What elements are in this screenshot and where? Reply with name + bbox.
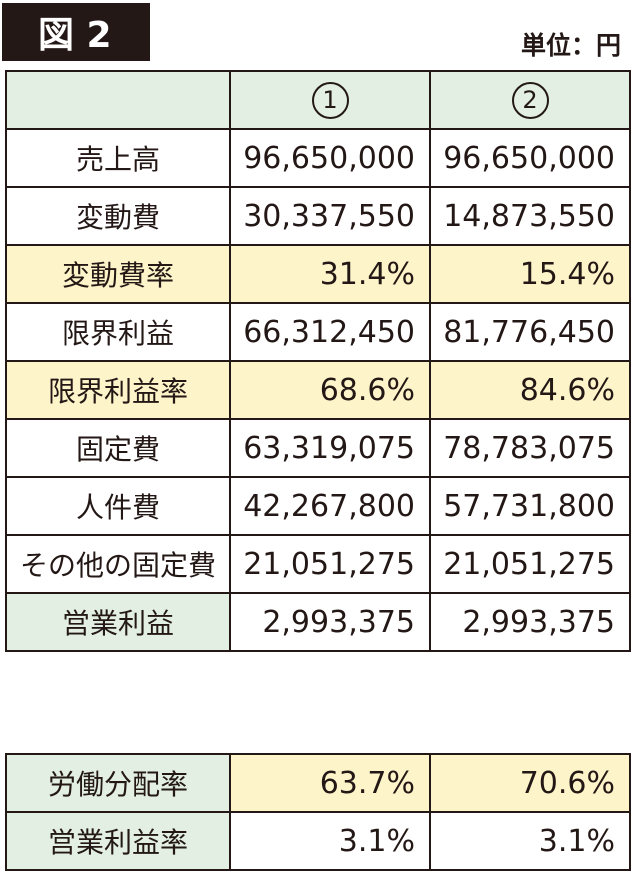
figure-label: 図 2 bbox=[2, 3, 150, 61]
row-value-1: 21,051,275 bbox=[229, 534, 431, 594]
row-label: 固定費 bbox=[5, 418, 231, 478]
row-value-1: 3.1% bbox=[229, 811, 431, 871]
table-row-operating-profit: 営業利益 2,993,375 2,993,375 bbox=[5, 592, 631, 652]
unit-label: 単位：円 bbox=[520, 31, 621, 60]
row-label: 人件費 bbox=[5, 476, 231, 536]
row-label: 変動費率 bbox=[5, 244, 231, 304]
row-value-1: 42,267,800 bbox=[229, 476, 431, 536]
row-value-1: 66,312,450 bbox=[229, 302, 431, 362]
row-value-1: 2,993,375 bbox=[229, 592, 431, 652]
row-value-1: 31.4% bbox=[229, 244, 431, 304]
table-row-marginal-profit: 限界利益 66,312,450 81,776,450 bbox=[5, 302, 631, 362]
column-number-1: 1 bbox=[311, 82, 349, 119]
row-label: 営業利益 bbox=[5, 592, 231, 652]
row-label: 変動費 bbox=[5, 186, 231, 246]
row-value-2: 57,731,800 bbox=[429, 476, 631, 536]
table-row-marginal-profit-ratio: 限界利益率 68.6% 84.6% bbox=[5, 360, 631, 420]
row-value-2: 70.6% bbox=[429, 753, 631, 813]
row-value-1: 68.6% bbox=[229, 360, 431, 420]
table-row-variable-cost: 変動費 30,337,550 14,873,550 bbox=[5, 186, 631, 246]
row-value-1: 30,337,550 bbox=[229, 186, 431, 246]
table-row-fixed-cost: 固定費 63,319,075 78,783,075 bbox=[5, 418, 631, 478]
table-row-variable-cost-ratio: 変動費率 31.4% 15.4% bbox=[5, 244, 631, 304]
table-row-labor-share: 労働分配率 63.7% 70.6% bbox=[5, 753, 631, 813]
row-value-1: 63,319,075 bbox=[229, 418, 431, 478]
column-number-2: 2 bbox=[511, 82, 549, 119]
row-value-2: 84.6% bbox=[429, 360, 631, 420]
row-label: 限界利益率 bbox=[5, 360, 231, 420]
row-value-1: 96,650,000 bbox=[229, 128, 431, 188]
row-value-2: 15.4% bbox=[429, 244, 631, 304]
table-row-operating-margin: 営業利益率 3.1% 3.1% bbox=[5, 811, 631, 871]
main-table: 1 2 売上高 96,650,000 96,650,000 変動費 30,337… bbox=[5, 70, 631, 652]
row-value-2: 2,993,375 bbox=[429, 592, 631, 652]
column-header-2: 2 bbox=[429, 70, 631, 130]
row-label: 労働分配率 bbox=[5, 753, 231, 813]
row-value-2: 3.1% bbox=[429, 811, 631, 871]
row-value-1: 63.7% bbox=[229, 753, 431, 813]
row-value-2: 78,783,075 bbox=[429, 418, 631, 478]
row-label: その他の固定費 bbox=[5, 534, 231, 594]
table-row-sales: 売上高 96,650,000 96,650,000 bbox=[5, 128, 631, 188]
row-value-2: 81,776,450 bbox=[429, 302, 631, 362]
row-label: 営業利益率 bbox=[5, 811, 231, 871]
table-row-other-fixed-cost: その他の固定費 21,051,275 21,051,275 bbox=[5, 534, 631, 594]
header-corner-cell bbox=[5, 70, 231, 130]
ratio-table: 労働分配率 63.7% 70.6% 営業利益率 3.1% 3.1% bbox=[5, 753, 631, 871]
row-label: 売上高 bbox=[5, 128, 231, 188]
row-value-2: 14,873,550 bbox=[429, 186, 631, 246]
row-value-2: 96,650,000 bbox=[429, 128, 631, 188]
row-label: 限界利益 bbox=[5, 302, 231, 362]
header-row: 1 2 bbox=[5, 70, 631, 130]
table-row-personnel-cost: 人件費 42,267,800 57,731,800 bbox=[5, 476, 631, 536]
row-value-2: 21,051,275 bbox=[429, 534, 631, 594]
column-header-1: 1 bbox=[229, 70, 431, 130]
